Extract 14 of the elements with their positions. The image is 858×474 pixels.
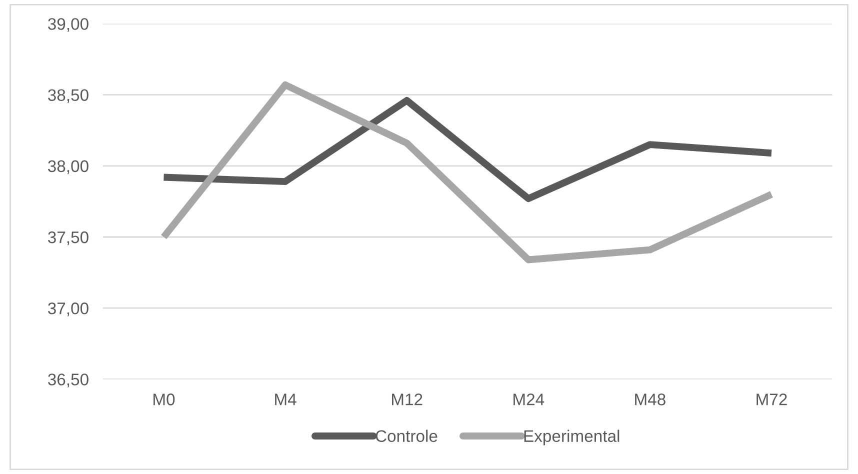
- y-tick-label: 38,50: [48, 89, 88, 103]
- x-tick-label: M0: [154, 394, 175, 406]
- x-tick-label: M12: [392, 394, 422, 406]
- y-tick-label: 38,00: [48, 160, 88, 174]
- x-tick-label: M4: [275, 394, 296, 406]
- y-tick-label: 37,50: [48, 231, 88, 246]
- legend-label: Experimental: [524, 430, 620, 446]
- x-tick-label: M72: [756, 394, 787, 406]
- x-tick-label: M24: [514, 394, 544, 406]
- y-tick-label: 37,00: [48, 302, 88, 316]
- y-tick-label: 36,50: [48, 374, 88, 388]
- x-tick-label: M48: [635, 394, 666, 406]
- y-tick-label: 39,00: [48, 18, 88, 32]
- legend-label: Controle: [376, 430, 438, 442]
